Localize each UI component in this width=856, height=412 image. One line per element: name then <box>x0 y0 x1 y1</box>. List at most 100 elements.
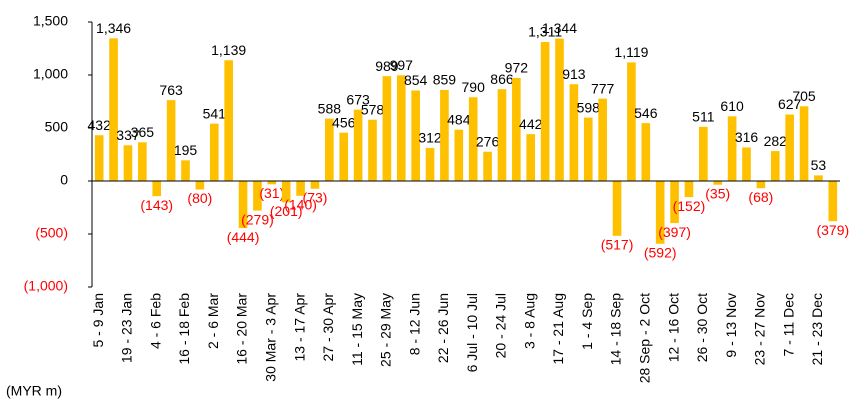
x-tick-label: 28 Sep - 2 Oct <box>637 293 653 383</box>
bar <box>339 132 349 181</box>
bar <box>310 181 320 189</box>
x-tick-label: 2 - 6 Mar <box>205 293 221 349</box>
x-tick-label: 3 - 8 Aug <box>521 293 537 349</box>
data-label: 1,139 <box>211 42 246 58</box>
data-label: 337 <box>116 127 140 143</box>
y-tick-label: 1,000 <box>33 66 68 82</box>
bar <box>411 90 420 181</box>
data-label: (35) <box>705 185 730 201</box>
data-label: 972 <box>505 60 529 76</box>
bar <box>138 142 147 181</box>
bar <box>655 181 665 244</box>
data-label: 1,346 <box>96 20 131 36</box>
bar <box>526 134 536 181</box>
data-label: (397) <box>658 224 691 240</box>
x-tick-label: 4 - 6 Feb <box>147 293 163 349</box>
bar <box>325 118 334 181</box>
x-tick-label: 23 - 27 Nov <box>752 293 768 365</box>
bar <box>109 38 118 181</box>
data-label: (140) <box>284 197 317 213</box>
bar <box>555 38 564 182</box>
data-label: 442 <box>519 116 543 132</box>
data-label: 541 <box>203 105 227 121</box>
x-tick-label: 14 - 18 Sep <box>608 293 624 366</box>
data-label: 365 <box>131 124 155 140</box>
bar <box>382 76 392 181</box>
x-tick-label: 8 - 12 Jun <box>406 293 422 355</box>
data-label: (143) <box>140 197 173 213</box>
bar <box>756 181 766 189</box>
bar <box>94 135 104 181</box>
x-tick-label: 13 - 17 Apr <box>291 293 307 362</box>
x-tick-label: 20 - 24 Jul <box>493 293 509 358</box>
data-label: 578 <box>361 101 385 117</box>
x-tick-label: 1 - 4 Sep <box>579 293 595 350</box>
y-tick-label: (500) <box>35 225 68 241</box>
data-label: 705 <box>792 88 816 104</box>
data-label: 546 <box>634 105 658 121</box>
x-tick-label: 16 - 20 Mar <box>234 293 250 365</box>
data-label: 673 <box>346 91 370 107</box>
x-tick-label: 30 Mar - 3 Apr <box>263 293 279 382</box>
x-tick-label: 7 - 11 Dec <box>780 293 796 357</box>
data-label: 610 <box>720 98 744 114</box>
bar <box>123 145 133 181</box>
data-label: (379) <box>816 222 849 238</box>
bar <box>583 117 593 181</box>
bar <box>396 75 406 181</box>
data-label: 777 <box>591 80 615 96</box>
data-label: 627 <box>778 96 802 112</box>
bar <box>166 100 176 181</box>
x-tick-label: 19 - 23 Jan <box>119 293 135 363</box>
x-tick-label: 5 - 9 Jan <box>90 293 106 347</box>
bar <box>152 181 162 197</box>
bar <box>224 60 233 181</box>
y-tick-label: 0 <box>60 172 68 188</box>
bar <box>209 123 219 181</box>
bar <box>699 126 708 181</box>
data-label: 790 <box>462 79 486 95</box>
bar <box>238 181 248 229</box>
data-label: (80) <box>187 190 212 206</box>
data-label: 989 <box>375 58 399 74</box>
data-label: 588 <box>318 100 342 116</box>
bar <box>483 151 492 181</box>
x-tick-label: 17 - 21 Aug <box>550 293 566 365</box>
bar <box>296 181 305 196</box>
x-tick-label: 11 - 15 May <box>349 293 365 366</box>
bar <box>540 42 550 182</box>
bar <box>612 181 622 236</box>
data-label: (31) <box>259 185 284 201</box>
bar <box>742 147 751 181</box>
data-label: 1,119 <box>614 44 648 60</box>
data-label: 312 <box>418 130 442 146</box>
data-label: 854 <box>404 72 428 88</box>
data-label: 53 <box>811 157 827 173</box>
bar <box>253 181 262 211</box>
data-label: 456 <box>332 114 356 130</box>
data-label: 763 <box>159 82 183 98</box>
bar <box>770 151 780 181</box>
data-label: (152) <box>673 198 706 214</box>
bar <box>670 181 679 224</box>
bar <box>281 181 291 203</box>
data-label: (592) <box>644 244 677 260</box>
bar <box>569 84 579 181</box>
y-axis-label: (MYR m) <box>6 383 62 399</box>
data-label: (517) <box>601 237 634 253</box>
data-label: 1,311 <box>528 24 562 40</box>
data-label: 866 <box>490 71 514 87</box>
bar <box>598 98 607 181</box>
data-label: (444) <box>227 229 260 245</box>
bar <box>425 147 435 181</box>
x-tick-label: 21 - 23 Dec <box>809 293 825 365</box>
data-label: 1,344 <box>542 20 577 36</box>
data-label: 484 <box>447 111 471 127</box>
y-tick-label: 1,500 <box>33 13 68 29</box>
bar <box>814 175 823 181</box>
bar <box>713 181 723 185</box>
bar <box>799 106 809 181</box>
bar <box>512 77 521 181</box>
data-label: 598 <box>577 99 601 115</box>
